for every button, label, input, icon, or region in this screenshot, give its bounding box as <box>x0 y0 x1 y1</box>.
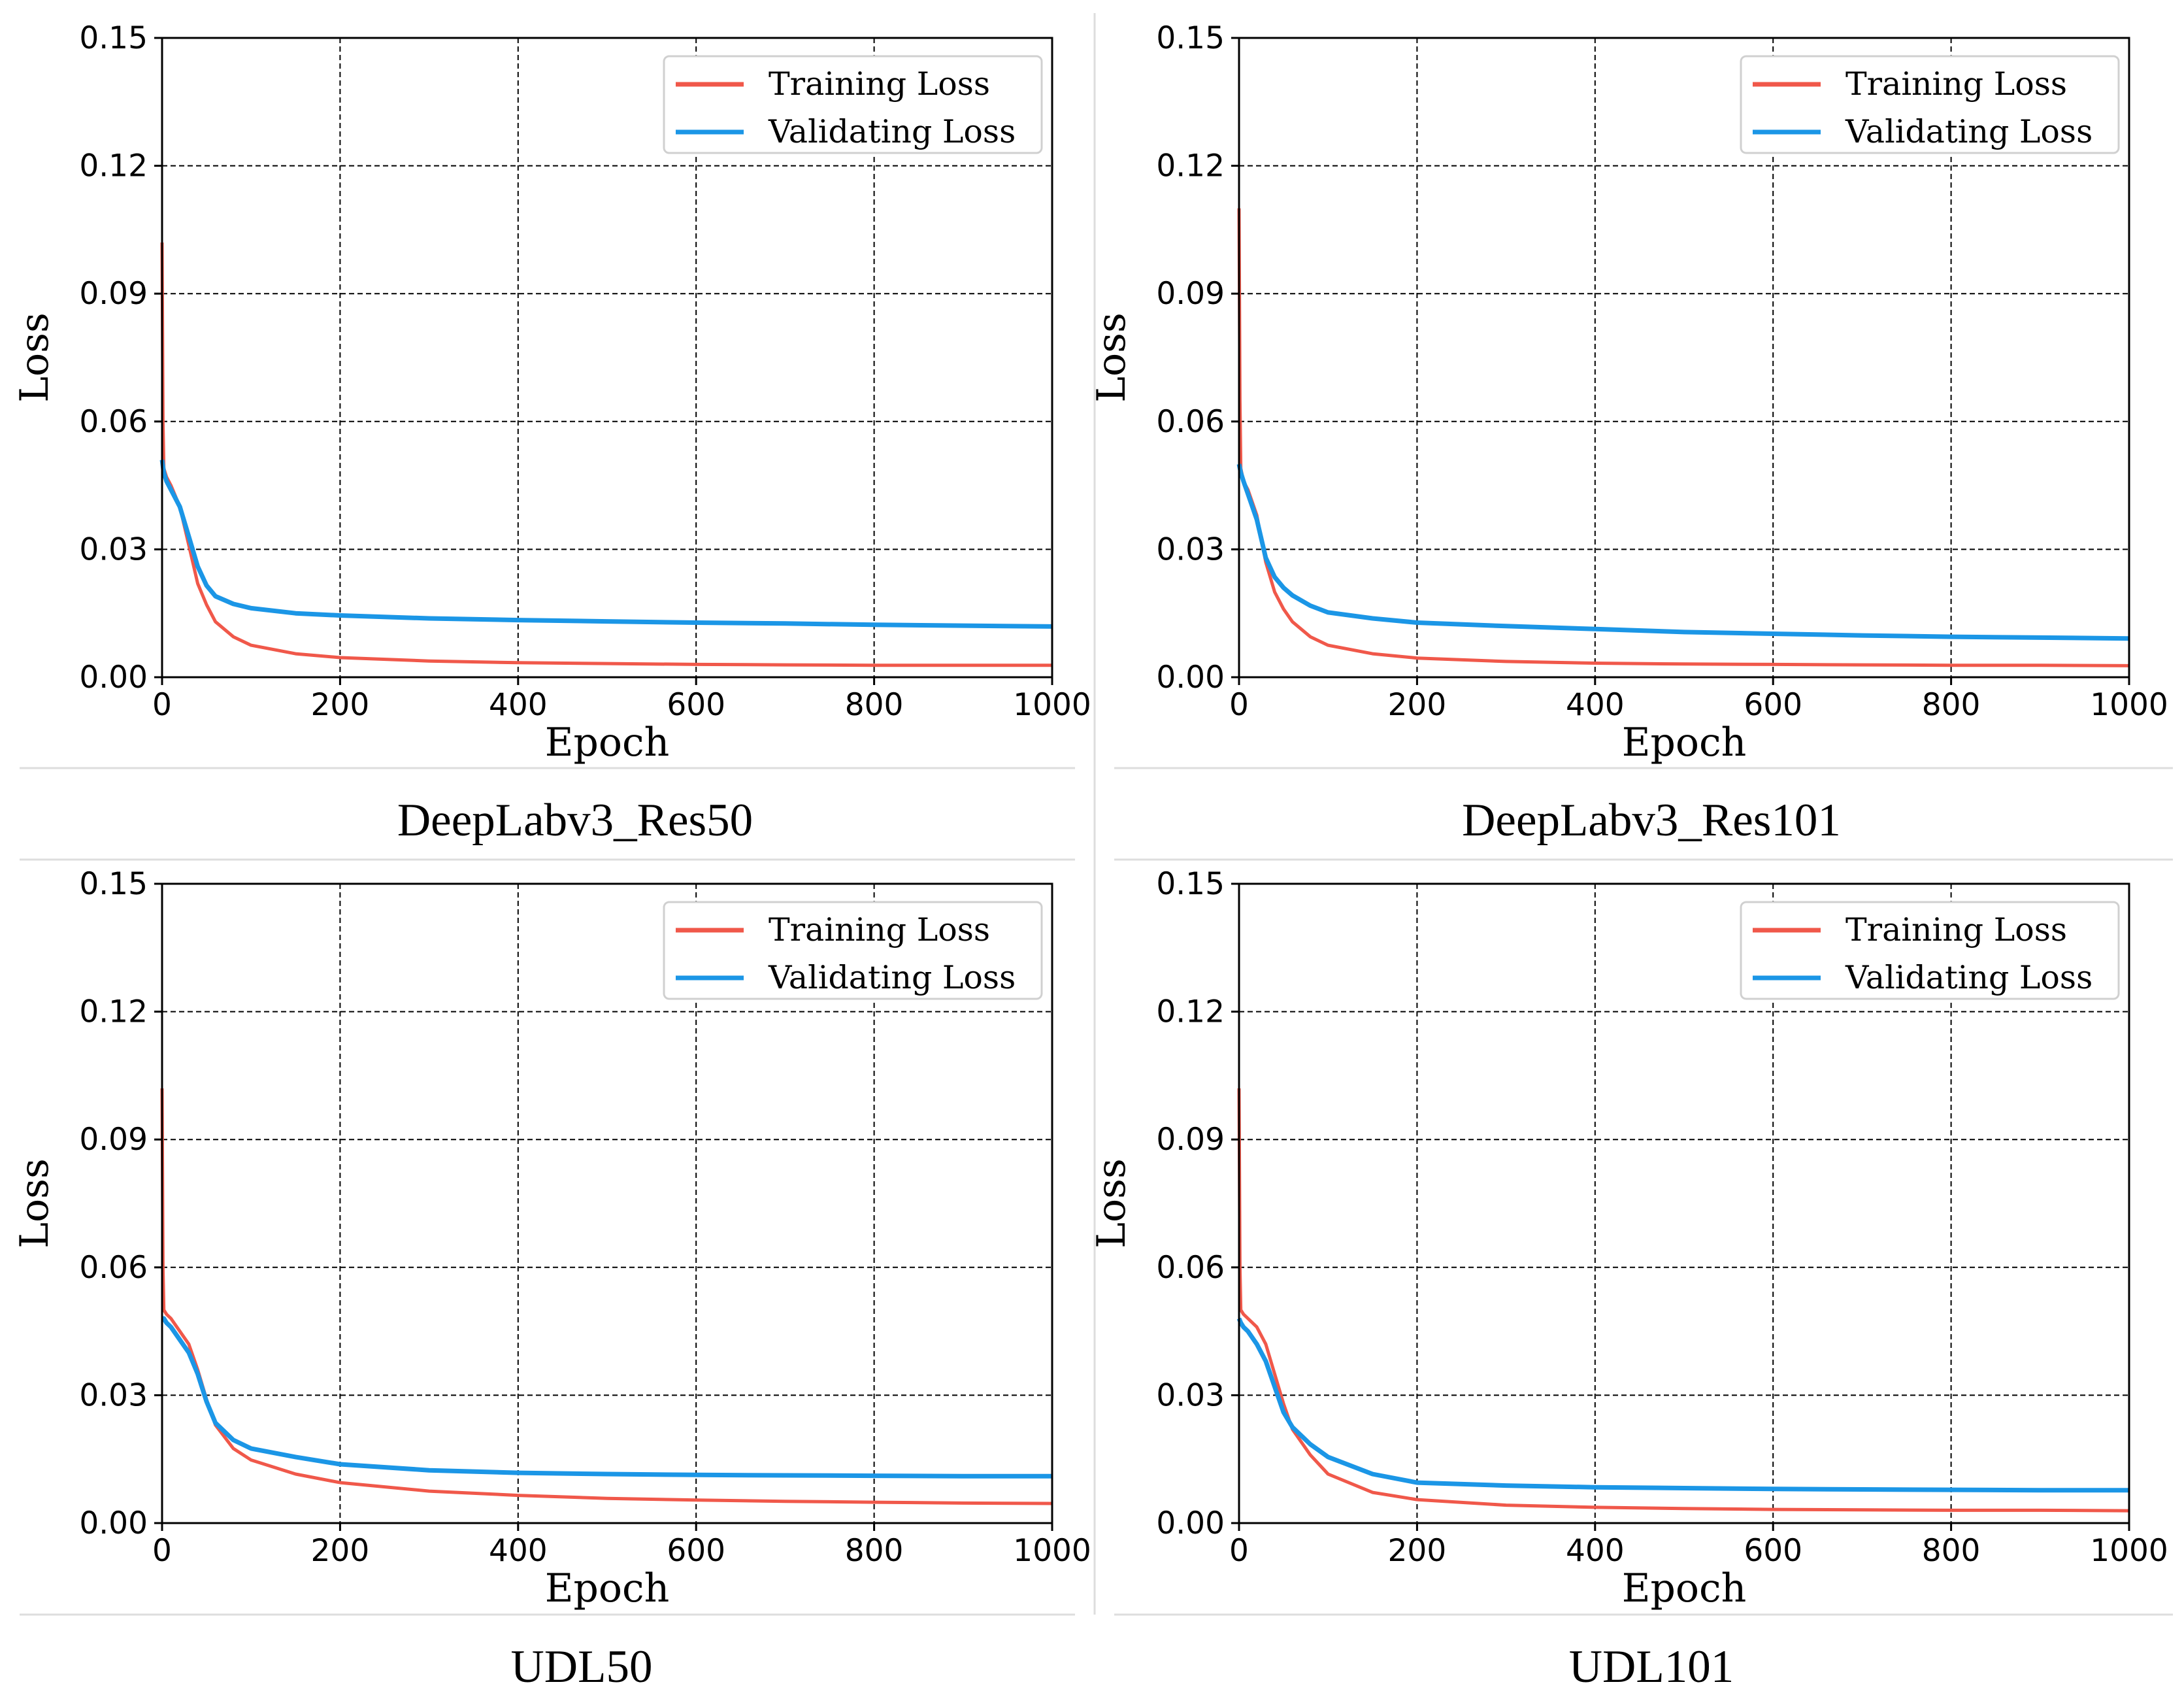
y-tick-label: 0.15 <box>79 866 148 902</box>
legend-label-training: Training Loss <box>1845 911 2067 948</box>
x-tick-label: 800 <box>1922 1533 1981 1569</box>
x-tick-label: 200 <box>1388 687 1447 723</box>
x-tick-label: 600 <box>667 1533 725 1569</box>
y-tick-label: 0.15 <box>79 20 148 56</box>
y-tick-label: 0.12 <box>1156 994 1225 1030</box>
caption-deeplabv3-res101: DeepLabv3_Res101 <box>1462 795 1841 846</box>
y-axis-title: Loss <box>12 1158 58 1249</box>
training-loss-line <box>160 242 1052 667</box>
y-tick-label: 0.15 <box>1156 20 1225 56</box>
chart-udl50: 0 200 400 600 800 1000 0.00 0.03 0.06 0.09 0.12 0.1… <box>12 866 1091 1611</box>
y-tick-label: 0.03 <box>79 1377 148 1413</box>
y-tick-label: 0.06 <box>79 1250 148 1286</box>
y-tick-label: 0.00 <box>1156 1505 1225 1541</box>
legend-label-validating: Validating Loss <box>768 113 1016 150</box>
y-tick-label: 0.12 <box>1156 148 1225 184</box>
y-tick-label: 0.00 <box>1156 660 1225 696</box>
plot-frame <box>1238 37 2130 679</box>
validating-loss-line <box>161 1316 1052 1479</box>
x-tick-label: 800 <box>1922 687 1981 723</box>
x-tick-label: 0 <box>152 687 172 723</box>
y-tick-label: 0.00 <box>79 660 148 696</box>
x-tick-label: 200 <box>311 687 370 723</box>
chart-udl101: 0 200 400 600 800 1000 0.00 0.03 0.06 0.09 0.12 0.1… <box>1089 866 2168 1611</box>
y-tick-label: 0.15 <box>1156 866 1225 902</box>
caption-udl101: UDL101 <box>1569 1641 1734 1692</box>
x-axis-title: Epoch <box>545 1566 670 1611</box>
x-tick-label: 0 <box>152 1533 172 1569</box>
x-tick-label: 1000 <box>2090 1533 2168 1569</box>
y-tick-label: 0.09 <box>79 1122 148 1158</box>
legend-box <box>663 901 1043 1000</box>
y-tick-label: 0.03 <box>1156 531 1225 567</box>
y-tick-label: 0.03 <box>79 531 148 567</box>
legend-box <box>1740 55 2120 154</box>
y-tick-label: 0.09 <box>1156 276 1225 312</box>
x-axis-title: Epoch <box>1622 1566 1747 1611</box>
y-tick-label: 0.12 <box>79 994 148 1030</box>
y-axis-title: Loss <box>12 312 58 403</box>
legend-label-validating: Validating Loss <box>1845 959 2093 996</box>
y-tick-label: 0.09 <box>1156 1122 1225 1158</box>
x-tick-label: 600 <box>667 687 725 723</box>
x-tick-label: 400 <box>489 687 548 723</box>
x-tick-label: 1000 <box>1013 1533 1091 1569</box>
y-tick-label: 0.03 <box>1156 1377 1225 1413</box>
legend: Training Loss Validating Loss <box>1740 55 2120 154</box>
legend: Training Loss Validating Loss <box>1740 901 2120 1000</box>
legend-label-training: Training Loss <box>769 65 990 103</box>
validating-loss-line <box>159 460 1053 629</box>
training-loss-line <box>160 1088 1053 1505</box>
y-tick-label: 0.12 <box>79 148 148 184</box>
plot-frame <box>1238 882 2130 1524</box>
caption-deeplabv3-res50: DeepLabv3_Res50 <box>397 795 753 846</box>
legend-box <box>1740 901 2120 1000</box>
plot-frame <box>161 882 1053 1524</box>
legend: Training Loss Validating Loss <box>663 55 1043 154</box>
training-loss-line <box>1237 1088 2130 1513</box>
x-tick-label: 1000 <box>2090 687 2168 723</box>
legend-label-training: Training Loss <box>1845 65 2067 103</box>
x-tick-label: 600 <box>1744 1533 1802 1569</box>
caption-udl50: UDL50 <box>511 1641 653 1692</box>
y-tick-label: 0.00 <box>79 1505 148 1541</box>
x-tick-label: 600 <box>1744 687 1802 723</box>
legend-label-validating: Validating Loss <box>1845 113 2093 150</box>
legend-box <box>663 55 1043 154</box>
x-tick-label: 200 <box>1388 1533 1447 1569</box>
x-tick-label: 0 <box>1229 687 1249 723</box>
plot-frame <box>161 37 1053 679</box>
y-axis-title: Loss <box>1089 1158 1134 1249</box>
legend: Training Loss Validating Loss <box>663 901 1043 1000</box>
x-tick-label: 800 <box>845 1533 904 1569</box>
y-axis-title: Loss <box>1089 312 1134 403</box>
chart-deeplabv3-res50: 0 200 400 600 800 1000 0.00 0.03 0.06 0.09 0.12 0.1… <box>12 20 1091 765</box>
x-tick-label: 200 <box>311 1533 370 1569</box>
legend-label-training: Training Loss <box>769 911 990 948</box>
x-tick-label: 400 <box>1566 687 1625 723</box>
y-tick-label: 0.06 <box>79 404 148 440</box>
captions: DeepLabv3_Res50 DeepLabv3_Res101 UDL50 U… <box>397 795 1841 1692</box>
y-tick-label: 0.06 <box>1156 1250 1225 1286</box>
training-loss-line <box>1237 208 2130 667</box>
x-tick-label: 800 <box>845 687 904 723</box>
validating-loss-line <box>1236 463 2130 641</box>
x-tick-label: 1000 <box>1013 687 1091 723</box>
legend-label-validating: Validating Loss <box>768 959 1016 996</box>
x-tick-label: 0 <box>1229 1533 1249 1569</box>
validating-loss-line <box>1236 1317 2129 1493</box>
chart-deeplabv3-res101: 0 200 400 600 800 1000 0.00 0.03 0.06 0.09 0.12 0.1… <box>1089 20 2168 765</box>
gridlines <box>162 884 1052 1523</box>
x-tick-label: 400 <box>1566 1533 1625 1569</box>
panel-separators <box>20 13 2173 1616</box>
y-tick-label: 0.09 <box>79 276 148 312</box>
y-tick-label: 0.06 <box>1156 404 1225 440</box>
x-tick-label: 400 <box>489 1533 548 1569</box>
x-axis-title: Epoch <box>545 720 670 765</box>
x-axis-title: Epoch <box>1622 720 1747 765</box>
